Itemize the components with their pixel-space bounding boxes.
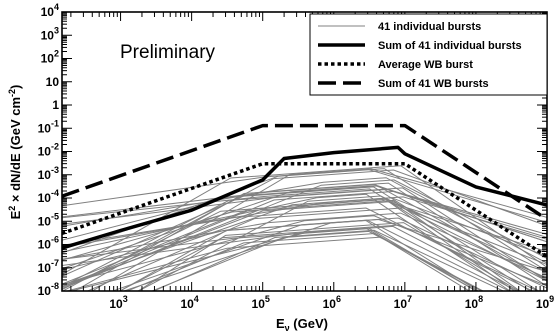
individual-burst-line: [62, 190, 547, 288]
individual-burst-line: [62, 188, 532, 291]
x-tick-label: 107: [394, 294, 412, 311]
individual-burst-line: [62, 198, 547, 290]
individual-burst-line: [126, 232, 471, 291]
y-tick-label: 10-8: [38, 281, 59, 298]
individual-burst-line: [62, 215, 547, 287]
preliminary-annotation: Preliminary: [120, 42, 216, 63]
individual-burst-line: [152, 229, 505, 291]
individual-burst-line: [122, 218, 547, 291]
individual-burst-line: [62, 207, 534, 291]
y-tick-label: 10-1: [38, 118, 59, 135]
y-tick-label: 10-5: [38, 211, 59, 228]
sum-individual-line: [62, 145, 547, 250]
individual-burst-line: [62, 186, 540, 291]
y-axis-label: E2 × dN/dE (GeV cm-2): [7, 85, 23, 220]
y-tick-label: 103: [41, 25, 59, 42]
individual-burst-line: [62, 169, 547, 291]
y-tick-label: 10: [46, 75, 60, 89]
y-tick-label: 1: [52, 98, 59, 112]
x-tick-label: 104: [180, 294, 198, 311]
individual-burst-line: [119, 219, 480, 291]
data-layer: [62, 123, 547, 291]
y-tick-label: 10-2: [38, 142, 59, 159]
legend-label-average-wb: Average WB burst: [378, 59, 473, 71]
individual-burst-line: [62, 225, 518, 291]
legend-label-individual: 41 individual bursts: [378, 21, 481, 33]
y-tick-label: 10-4: [38, 188, 59, 205]
y-tick-label: 102: [41, 49, 59, 66]
individual-burst-line: [91, 168, 547, 291]
individual-burst-line: [62, 165, 547, 275]
individual-burst-line: [62, 197, 547, 286]
individual-burst-line: [62, 212, 547, 279]
average-wb-line: [62, 161, 547, 259]
y-tick-label: 10-6: [38, 235, 59, 252]
individual-burst-line: [62, 179, 547, 289]
individual-burst-line: [137, 222, 520, 291]
y-tick-label: 10-7: [38, 258, 59, 275]
individual-burst-line: [62, 168, 547, 223]
y-tick-label: 10-3: [38, 165, 59, 182]
x-tick-label: 108: [465, 294, 483, 311]
x-tick-label: 106: [323, 294, 341, 311]
legend-label-sum-wb: Sum of 41 WB bursts: [378, 78, 489, 90]
labels-layer: 103 104 105 106 107 108 109 10-8 10-7 10-6 10-5 10-…: [38, 2, 555, 311]
individual-burst-line: [65, 236, 485, 291]
x-tick-label: 109: [536, 294, 554, 311]
individual-burst-line: [62, 187, 547, 288]
individual-burst-line: [137, 195, 547, 291]
individual-burst-line: [86, 207, 547, 291]
individual-burst-line: [62, 183, 547, 280]
legend-label-sum-individual: Sum of 41 individual bursts: [378, 40, 522, 52]
individual-burst-line: [62, 185, 547, 277]
x-tick-label: 105: [252, 294, 270, 311]
individual-burst-line: [62, 199, 521, 291]
y-tick-label: 104: [41, 2, 59, 19]
x-axis-label: Eν (GeV): [276, 316, 328, 331]
sum-wb-line: [62, 123, 547, 221]
x-tick-label: 103: [109, 294, 127, 311]
individual-burst-line: [118, 224, 539, 291]
legend: 41 individual bursts Sum of 41 individua…: [309, 13, 548, 96]
individual-burst-line: [62, 193, 511, 291]
